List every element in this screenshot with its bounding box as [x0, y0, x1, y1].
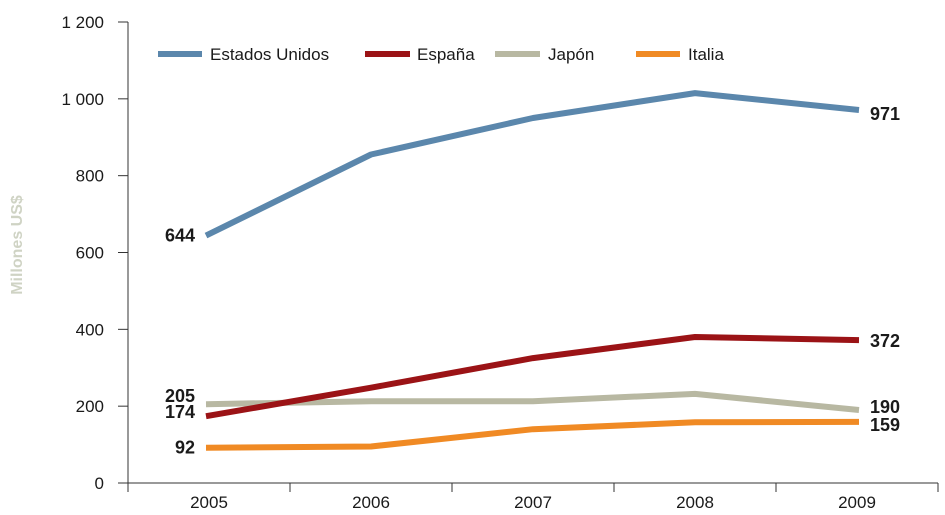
series-line-0	[204, 90, 860, 239]
data-label-start: 205	[165, 386, 195, 406]
x-tick-label: 2009	[838, 493, 876, 512]
y-tick-label: 600	[76, 244, 104, 263]
x-tick-label: 2008	[676, 493, 714, 512]
series-line-1	[205, 334, 860, 420]
y-axis: 0 200 400 600 800 1 000 1 200	[61, 13, 129, 493]
legend-label: Estados Unidos	[210, 45, 329, 64]
y-tick-label: 1 000	[61, 90, 104, 109]
y-tick-label: 400	[76, 320, 104, 339]
x-tick-label: 2007	[514, 493, 552, 512]
y-tick-label: 1 200	[61, 13, 104, 32]
series-line-3	[205, 418, 860, 451]
x-tick-label: 2006	[352, 493, 390, 512]
data-label-end: 190	[870, 397, 900, 417]
y-tick-label: 0	[95, 474, 104, 493]
x-axis: 2005 2006 2007 2008 2009	[127, 482, 939, 512]
y-tick-label: 200	[76, 397, 104, 416]
data-label-end: 971	[870, 104, 900, 124]
series-lines	[204, 90, 860, 451]
x-tick-label: 2005	[190, 493, 228, 512]
legend: Estados Unidos España Japón Italia	[158, 45, 724, 64]
data-label-start: 174	[165, 402, 195, 422]
y-tick-label: 800	[76, 167, 104, 186]
data-label-start: 92	[175, 438, 195, 458]
legend-label: Japón	[548, 45, 594, 64]
legend-label: España	[417, 45, 475, 64]
data-label-end: 159	[870, 415, 900, 435]
y-axis-title: Millones US$	[9, 195, 26, 295]
series-line-2	[205, 390, 860, 413]
data-label-end: 372	[870, 331, 900, 351]
data-label-start: 644	[165, 226, 195, 246]
legend-label: Italia	[688, 45, 724, 64]
data-labels: 644 971 174 372 205 190 92 159	[165, 104, 900, 458]
